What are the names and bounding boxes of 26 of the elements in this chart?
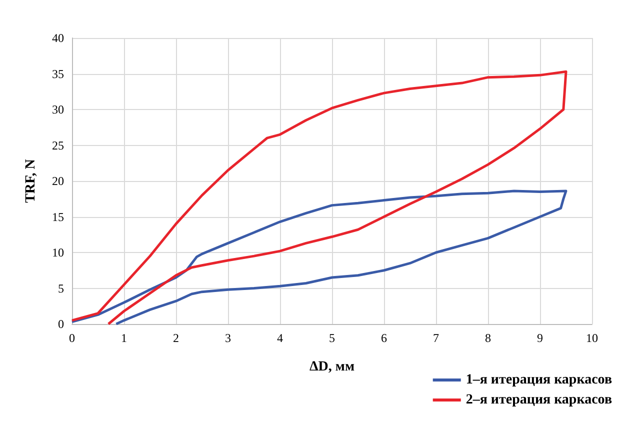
line-series: [70, 190, 568, 326]
x-tick-label: 9: [537, 331, 543, 345]
y-axis-title: TRF, N: [24, 159, 38, 203]
x-tick-label: 2: [173, 331, 179, 345]
y-tick-label: 35: [52, 66, 64, 81]
y-tick-label: 20: [52, 174, 64, 188]
x-axis-title: ΔD, мм: [310, 360, 355, 374]
x-tick-label: 5: [329, 331, 335, 345]
x-tick-label: 7: [433, 331, 439, 345]
x-tick-label: 1: [121, 331, 127, 345]
line-series: [70, 70, 568, 326]
y-tick-label: 40: [52, 31, 64, 45]
x-tick-label: 8: [485, 331, 491, 345]
y-tick-label: 5: [58, 281, 64, 296]
y-tick-label: 25: [52, 138, 64, 152]
x-tick-label: 3: [225, 331, 231, 345]
x-tick-label: 6: [381, 331, 387, 345]
legend-label: 1–я итерация каркасов: [466, 372, 612, 388]
y-tick-label: 30: [52, 102, 64, 116]
legend-label: 2–я итерация каркасов: [466, 392, 612, 408]
x-tick-label: 0: [69, 331, 75, 345]
y-tick-label: 10: [52, 246, 64, 260]
x-tick-label: 4: [277, 331, 283, 345]
x-tick-label: 10: [586, 331, 598, 345]
y-tick-label: 0: [58, 317, 64, 331]
y-tick-label: 15: [52, 210, 64, 224]
